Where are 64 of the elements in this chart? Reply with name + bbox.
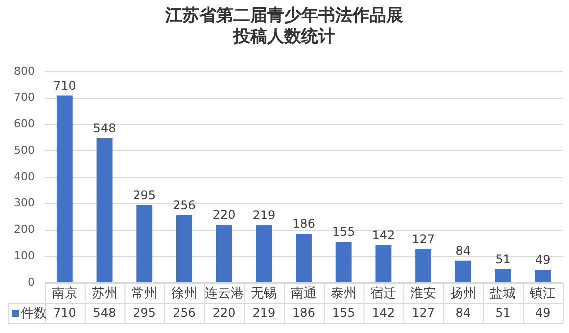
x-tick-label: 淮安 [410,285,437,302]
bar [416,250,432,282]
x-tick-label: 常州 [132,286,158,302]
text: 710 [53,306,76,320]
x-tick-label: 无锡 [251,286,278,302]
data-label: 295 [133,188,156,202]
y-tick-label: 800 [14,64,35,78]
text: 220 [212,306,236,320]
y-tick-label: 500 [14,144,35,157]
x-tick-label: 连云港 [204,286,244,302]
bar [495,270,512,282]
bar [256,225,272,282]
chart-subtitle: 投稿人数统计 [232,27,336,48]
text: 548 [93,306,116,320]
text: 256 [173,306,196,320]
x-tick-label: 盐城 [490,286,516,302]
data-label: 186 [292,217,316,232]
text: 49 [535,306,551,320]
data-label: 49 [535,253,551,268]
data-label: 710 [53,78,76,93]
data-label: 84 [456,244,472,258]
text: 51 [496,306,511,320]
text: 142 [372,306,396,320]
text: 84 [456,306,472,320]
bar [136,205,153,282]
text: 295 [133,306,156,320]
x-tick-label: 徐州 [171,286,198,302]
text: 127 [412,306,435,320]
legend-label: 件数 [21,306,47,322]
data-label: 548 [93,122,116,136]
bar [455,260,472,282]
y-tick-label: 400 [14,170,35,184]
x-tick-label: 扬州 [450,286,476,302]
x-tick-label: 镇江 [529,286,556,302]
x-tick-label: 南通 [291,286,317,302]
data-label: 219 [252,208,276,222]
data-label: 51 [496,252,511,267]
data-label: 142 [372,228,396,243]
data-label: 155 [332,225,356,240]
bar [296,234,312,282]
y-tick-label: 100 [14,249,35,262]
bar [376,246,392,282]
y-tick-label: 200 [14,223,35,236]
bar [176,215,192,282]
text: 186 [292,306,316,320]
data-label: 127 [412,232,435,247]
y-tick-label: 600 [14,118,35,131]
data-label: 256 [173,198,196,213]
x-tick-label: 南京 [52,286,78,302]
y-tick-label: 0 [28,276,35,289]
y-tick-label: 300 [14,196,35,210]
text: 155 [332,306,356,320]
x-tick-label: 苏州 [92,286,118,302]
bar [56,96,73,282]
bar [535,270,552,282]
bar [96,138,113,282]
x-tick-label: 泰州 [330,286,357,302]
x-tick-label: 宿迁 [370,285,397,302]
y-tick-label: 700 [14,91,35,104]
chart-title: 江苏省第二届青少年书法作品展 [164,6,404,27]
text: 219 [252,306,276,320]
bar [336,242,352,282]
bar [216,224,232,282]
data-label: 220 [212,208,236,222]
